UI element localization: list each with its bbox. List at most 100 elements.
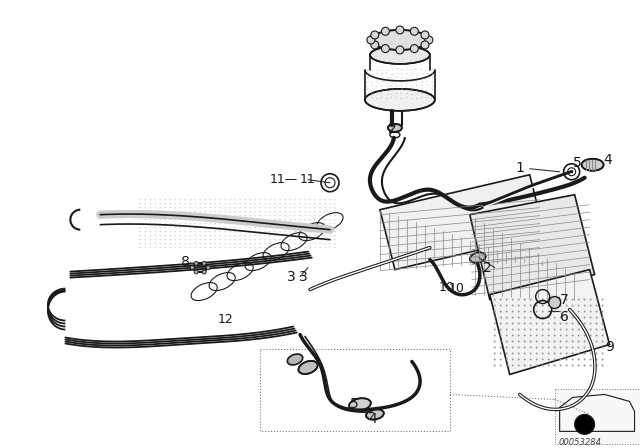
Text: 3: 3: [299, 270, 307, 284]
Circle shape: [164, 247, 166, 248]
Circle shape: [411, 69, 412, 70]
Circle shape: [536, 305, 538, 306]
Circle shape: [244, 239, 246, 240]
Circle shape: [294, 207, 296, 208]
Circle shape: [170, 247, 171, 248]
Circle shape: [195, 211, 196, 212]
Circle shape: [324, 247, 326, 248]
Circle shape: [229, 231, 231, 233]
Circle shape: [214, 219, 216, 220]
Circle shape: [234, 243, 236, 244]
Circle shape: [493, 365, 496, 366]
Circle shape: [330, 223, 331, 224]
Circle shape: [518, 328, 520, 331]
Ellipse shape: [193, 263, 207, 272]
Circle shape: [159, 223, 161, 224]
Circle shape: [220, 199, 221, 200]
Circle shape: [269, 223, 271, 224]
Text: 1: 1: [515, 161, 524, 175]
Circle shape: [284, 207, 285, 208]
Circle shape: [500, 358, 502, 361]
Circle shape: [250, 227, 251, 228]
Circle shape: [412, 73, 413, 75]
Text: 11—: 11—: [270, 173, 298, 186]
Circle shape: [305, 211, 306, 212]
Circle shape: [334, 235, 335, 237]
Circle shape: [559, 353, 562, 354]
Circle shape: [170, 219, 171, 220]
Circle shape: [367, 98, 368, 99]
Circle shape: [493, 353, 496, 354]
Circle shape: [578, 340, 580, 343]
Circle shape: [209, 207, 211, 208]
Circle shape: [284, 211, 285, 212]
Circle shape: [150, 227, 151, 228]
Circle shape: [234, 227, 236, 228]
Circle shape: [334, 215, 335, 216]
Circle shape: [432, 74, 433, 75]
Circle shape: [371, 85, 372, 86]
Circle shape: [300, 219, 301, 220]
Circle shape: [324, 223, 326, 224]
Circle shape: [225, 235, 226, 237]
Circle shape: [204, 247, 206, 248]
Circle shape: [170, 231, 171, 233]
Circle shape: [239, 239, 241, 240]
Circle shape: [512, 328, 514, 331]
Circle shape: [159, 239, 161, 240]
Text: 2: 2: [483, 261, 492, 275]
Circle shape: [412, 97, 413, 98]
Circle shape: [229, 203, 231, 204]
Circle shape: [264, 227, 266, 228]
Circle shape: [566, 305, 568, 306]
Circle shape: [194, 261, 198, 265]
Circle shape: [145, 215, 146, 216]
Circle shape: [566, 353, 568, 354]
Circle shape: [578, 346, 580, 349]
Circle shape: [518, 365, 520, 366]
Circle shape: [536, 323, 538, 324]
Circle shape: [602, 340, 604, 343]
Text: 3: 3: [287, 270, 296, 284]
Circle shape: [179, 235, 181, 237]
Circle shape: [279, 203, 281, 204]
Circle shape: [294, 219, 296, 220]
Circle shape: [541, 346, 543, 349]
Circle shape: [381, 86, 382, 87]
Circle shape: [145, 207, 146, 208]
Circle shape: [179, 243, 181, 244]
Circle shape: [524, 310, 525, 313]
Circle shape: [554, 346, 556, 349]
Circle shape: [367, 93, 368, 94]
Circle shape: [314, 219, 316, 220]
Circle shape: [179, 223, 181, 224]
Circle shape: [204, 199, 206, 200]
Circle shape: [572, 298, 573, 301]
Circle shape: [175, 227, 176, 228]
Circle shape: [184, 207, 186, 208]
Circle shape: [254, 211, 256, 212]
Circle shape: [324, 219, 326, 220]
Circle shape: [506, 305, 508, 306]
Circle shape: [275, 219, 276, 220]
Circle shape: [330, 231, 331, 233]
Circle shape: [512, 323, 514, 324]
Circle shape: [300, 207, 301, 208]
Circle shape: [214, 207, 216, 208]
Circle shape: [284, 239, 285, 240]
Circle shape: [204, 239, 206, 240]
Circle shape: [319, 227, 321, 228]
Circle shape: [572, 335, 573, 336]
Circle shape: [204, 203, 206, 204]
Circle shape: [387, 90, 388, 91]
Text: 7: 7: [560, 293, 569, 306]
Circle shape: [314, 207, 316, 208]
Circle shape: [512, 365, 514, 366]
Circle shape: [209, 203, 211, 204]
Circle shape: [220, 247, 221, 248]
Circle shape: [602, 305, 604, 306]
Circle shape: [250, 239, 251, 240]
Circle shape: [396, 46, 404, 54]
Circle shape: [189, 223, 191, 224]
Circle shape: [584, 323, 586, 324]
